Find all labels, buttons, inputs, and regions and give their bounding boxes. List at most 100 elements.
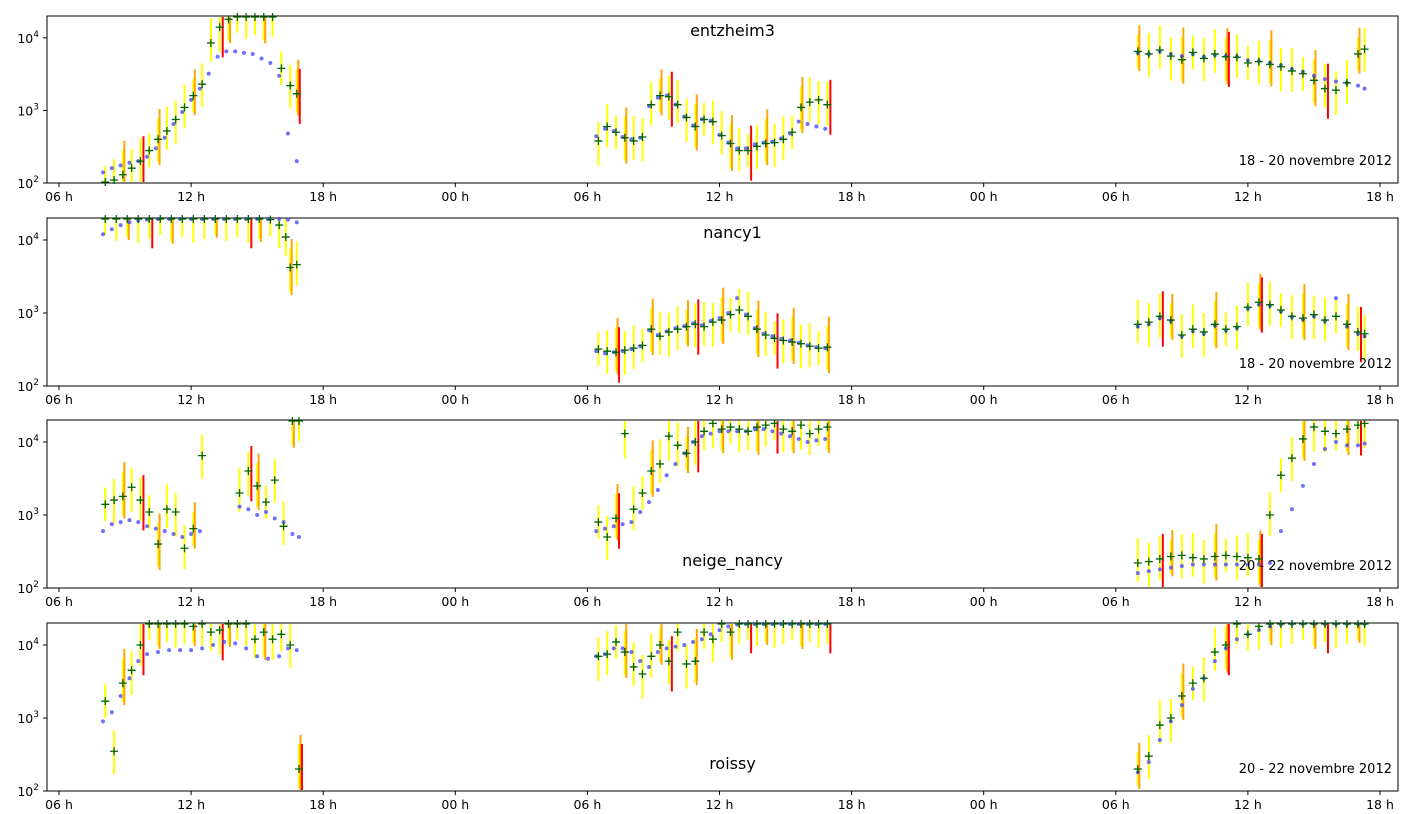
- plus-point: [744, 146, 753, 155]
- plus-point: [1155, 46, 1164, 55]
- y-tick-base: 10: [17, 435, 33, 450]
- dot-point: [263, 509, 268, 514]
- plus-point: [1232, 620, 1241, 628]
- plus-point: [286, 640, 295, 649]
- x-tick-label: 12 h: [1234, 797, 1262, 812]
- plus-point: [1210, 49, 1219, 58]
- plus-point: [101, 215, 110, 223]
- dot-point: [296, 534, 301, 539]
- dot-point: [1333, 439, 1338, 444]
- x-tick-label: 12 h: [177, 594, 205, 609]
- dot-point: [823, 436, 828, 441]
- plus-point: [1221, 640, 1230, 649]
- dot-point: [272, 516, 277, 521]
- plus-point: [1320, 84, 1329, 93]
- plus-point: [1177, 330, 1186, 339]
- plus-point: [779, 135, 788, 144]
- plus-point: [673, 325, 682, 334]
- plus-point: [118, 170, 127, 179]
- plus-point: [647, 325, 656, 334]
- error-bars: [104, 17, 1366, 182]
- plus-point: [788, 620, 797, 628]
- dot-point: [127, 220, 132, 225]
- x-tick-label: 00 h: [441, 594, 469, 609]
- dot-point: [118, 163, 123, 168]
- dot-point: [629, 520, 634, 525]
- dot-point: [1234, 562, 1239, 567]
- plus-point: [171, 507, 180, 516]
- dot-point: [171, 122, 176, 127]
- y-tick-base: 10: [17, 638, 33, 653]
- dot-point: [594, 134, 599, 139]
- plus-point: [259, 13, 268, 21]
- y-tick-label: 104: [17, 434, 39, 450]
- dot-point: [620, 646, 625, 651]
- plus-point: [620, 429, 629, 438]
- dot-point: [603, 526, 608, 531]
- plus-point: [708, 419, 717, 428]
- dot-point: [101, 232, 106, 237]
- dot-point: [699, 434, 704, 439]
- plus-point: [726, 310, 735, 319]
- x-tick-label: 18 h: [309, 189, 337, 204]
- x-tick-label: 00 h: [970, 594, 998, 609]
- plus-point: [717, 131, 726, 140]
- dot-point: [153, 526, 158, 531]
- plus-point: [222, 215, 231, 223]
- x-tick-label: 18 h: [309, 392, 337, 407]
- plus-point: [603, 650, 612, 659]
- plus-point: [664, 92, 673, 101]
- dot-point: [145, 154, 150, 159]
- axes-frame: [46, 15, 1399, 184]
- dot-point: [109, 227, 114, 232]
- dot-point: [638, 135, 643, 140]
- dot-point: [101, 170, 106, 175]
- plus-point: [1287, 312, 1296, 321]
- plus-point: [259, 628, 268, 637]
- plus-point: [603, 347, 612, 356]
- dot-point: [708, 632, 713, 637]
- plus-point: [1177, 551, 1186, 560]
- plus-point: [1210, 648, 1219, 657]
- plus-point: [1320, 427, 1329, 436]
- plus-point: [1144, 557, 1153, 566]
- plus-point: [277, 64, 286, 73]
- dot-point: [1311, 461, 1316, 466]
- plus-point: [242, 620, 251, 628]
- dot-point: [285, 646, 290, 651]
- x-tick-label: 06 h: [1102, 189, 1130, 204]
- plus-point: [1265, 620, 1274, 628]
- x-tick-label: 06 h: [1102, 797, 1130, 812]
- dot-point: [206, 71, 211, 76]
- dot-point: [1190, 686, 1195, 691]
- plus-point: [233, 215, 242, 223]
- plus-point: [744, 312, 753, 321]
- plus-point: [1155, 721, 1164, 730]
- x-tick-label: 12 h: [1234, 594, 1262, 609]
- plus-point: [1133, 47, 1142, 56]
- dot-point: [290, 531, 295, 536]
- x-tick-label: 06 h: [573, 189, 601, 204]
- x-tick-label: 12 h: [706, 594, 734, 609]
- dot-point: [1135, 571, 1140, 576]
- y-tick-exponent: 3: [33, 305, 39, 315]
- plus-point: [788, 338, 797, 347]
- plus-point: [270, 476, 279, 485]
- plus-point: [708, 117, 717, 126]
- plus-point: [612, 637, 621, 646]
- plus-point: [200, 215, 209, 223]
- plus-point: [1287, 66, 1296, 75]
- x-tick-label: 06 h: [45, 594, 73, 609]
- plus-point: [664, 432, 673, 441]
- plus-point: [1188, 553, 1197, 562]
- dot-point: [655, 487, 660, 492]
- dot-point: [814, 438, 819, 443]
- plus-point: [206, 628, 215, 637]
- y-tick-exponent: 4: [33, 232, 39, 242]
- dot-point: [647, 500, 652, 505]
- x-tick-label: 12 h: [177, 392, 205, 407]
- plus-point: [1309, 76, 1318, 85]
- plus-point: [127, 164, 136, 173]
- y-tick-base: 10: [17, 176, 33, 191]
